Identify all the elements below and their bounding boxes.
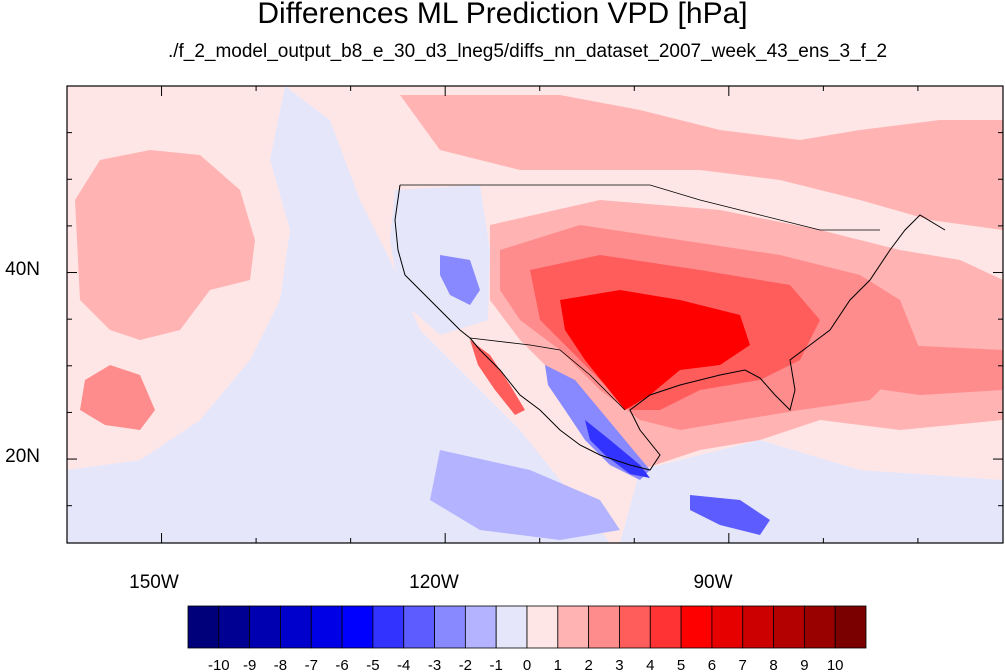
field-negative-sw-us bbox=[440, 255, 480, 305]
y-tick-label-20n: 20N bbox=[5, 446, 40, 467]
colorbar-label: -2 bbox=[459, 657, 472, 672]
colorbar-swatch bbox=[742, 605, 774, 649]
colorbar-label: -5 bbox=[366, 657, 379, 672]
colorbar-swatch bbox=[680, 605, 713, 649]
colorbar-label: -10 bbox=[208, 657, 230, 672]
colorbar-label: 2 bbox=[584, 657, 592, 672]
plot-subtitle: ./f_2_model_output_b8_e_30_d3_lneg5/diff… bbox=[167, 41, 888, 62]
colorbar-label: -4 bbox=[397, 657, 410, 672]
colorbar-swatch bbox=[834, 605, 867, 649]
y-tick-label-40n: 40N bbox=[5, 259, 40, 280]
colorbar-swatch bbox=[434, 605, 466, 649]
colorbar-swatch bbox=[773, 605, 805, 649]
colorbar-swatch bbox=[310, 605, 343, 649]
colorbar-swatch bbox=[711, 605, 744, 649]
field-negative-central-america bbox=[690, 495, 770, 535]
colorbar-swatch bbox=[403, 605, 435, 649]
colorbar-label: -1 bbox=[490, 657, 503, 672]
colorbar-label: 5 bbox=[677, 657, 685, 672]
field-negative-mexico-west bbox=[545, 365, 650, 480]
colorbar-swatch bbox=[588, 605, 620, 649]
colorbar-swatch bbox=[464, 605, 497, 649]
plot-title: Differences ML Prediction VPD [hPa] bbox=[257, 0, 748, 30]
field-negative-mexico-core bbox=[585, 420, 650, 478]
colorbar-swatch bbox=[619, 605, 651, 649]
us-border-south bbox=[469, 337, 626, 411]
colorbar-label: 4 bbox=[646, 657, 654, 672]
colorbar-label: 8 bbox=[769, 657, 777, 672]
colorbar-label: -9 bbox=[243, 657, 256, 672]
colorbar-label: 1 bbox=[554, 657, 562, 672]
field-negative-pacific-south-band bbox=[430, 450, 620, 540]
colorbar-swatch bbox=[557, 605, 590, 649]
colorbar-label: 0 bbox=[523, 657, 531, 672]
colorbar-swatch bbox=[803, 605, 836, 649]
field-positive-pacific-north bbox=[75, 150, 255, 340]
axis-ticks bbox=[66, 85, 1003, 543]
field-positive-pacific-south bbox=[80, 365, 155, 430]
field-positive-canada bbox=[400, 95, 1003, 230]
x-tick-label-90w: 90W bbox=[693, 572, 732, 593]
field-negative-pacific bbox=[67, 86, 610, 543]
colorbar-swatch bbox=[649, 605, 682, 649]
colorbar-swatch bbox=[372, 605, 405, 649]
x-tick-label-120w: 120W bbox=[409, 572, 459, 593]
field-positive-baja bbox=[470, 340, 525, 415]
x-tick-label-150w: 150W bbox=[129, 572, 179, 593]
colorbar-swatch bbox=[249, 605, 281, 649]
colorbar-label: 10 bbox=[827, 657, 844, 672]
map-area bbox=[67, 86, 1003, 543]
colorbar-swatch bbox=[218, 605, 251, 649]
colorbar-label: -3 bbox=[428, 657, 441, 672]
map-frame bbox=[66, 85, 1004, 544]
field-positive-texas-core bbox=[560, 290, 750, 410]
colorbar: -10 -9 -8 -7 -6 -5 -4 -3 -2 -1 0 1 2 3 4 5 6 7 8 9 10 bbox=[187, 605, 867, 672]
colorbar-label: 3 bbox=[615, 657, 623, 672]
colorbar-label: -8 bbox=[274, 657, 287, 672]
colorbar-swatch bbox=[495, 605, 528, 649]
colorbar-swatch bbox=[280, 605, 312, 649]
field-positive-atlantic bbox=[820, 330, 1003, 395]
colorbar-label: -6 bbox=[335, 657, 348, 672]
north-america-coastline bbox=[394, 184, 946, 471]
us-border-north bbox=[400, 184, 880, 231]
colorbar-label: 7 bbox=[739, 657, 747, 672]
colorbar-label: 9 bbox=[800, 657, 808, 672]
colorbar-swatch bbox=[526, 605, 559, 649]
colorbar-label: 6 bbox=[708, 657, 716, 672]
colorbar-label: -7 bbox=[305, 657, 318, 672]
colorbar-swatch bbox=[187, 605, 220, 649]
colorbar-swatch bbox=[341, 605, 374, 649]
